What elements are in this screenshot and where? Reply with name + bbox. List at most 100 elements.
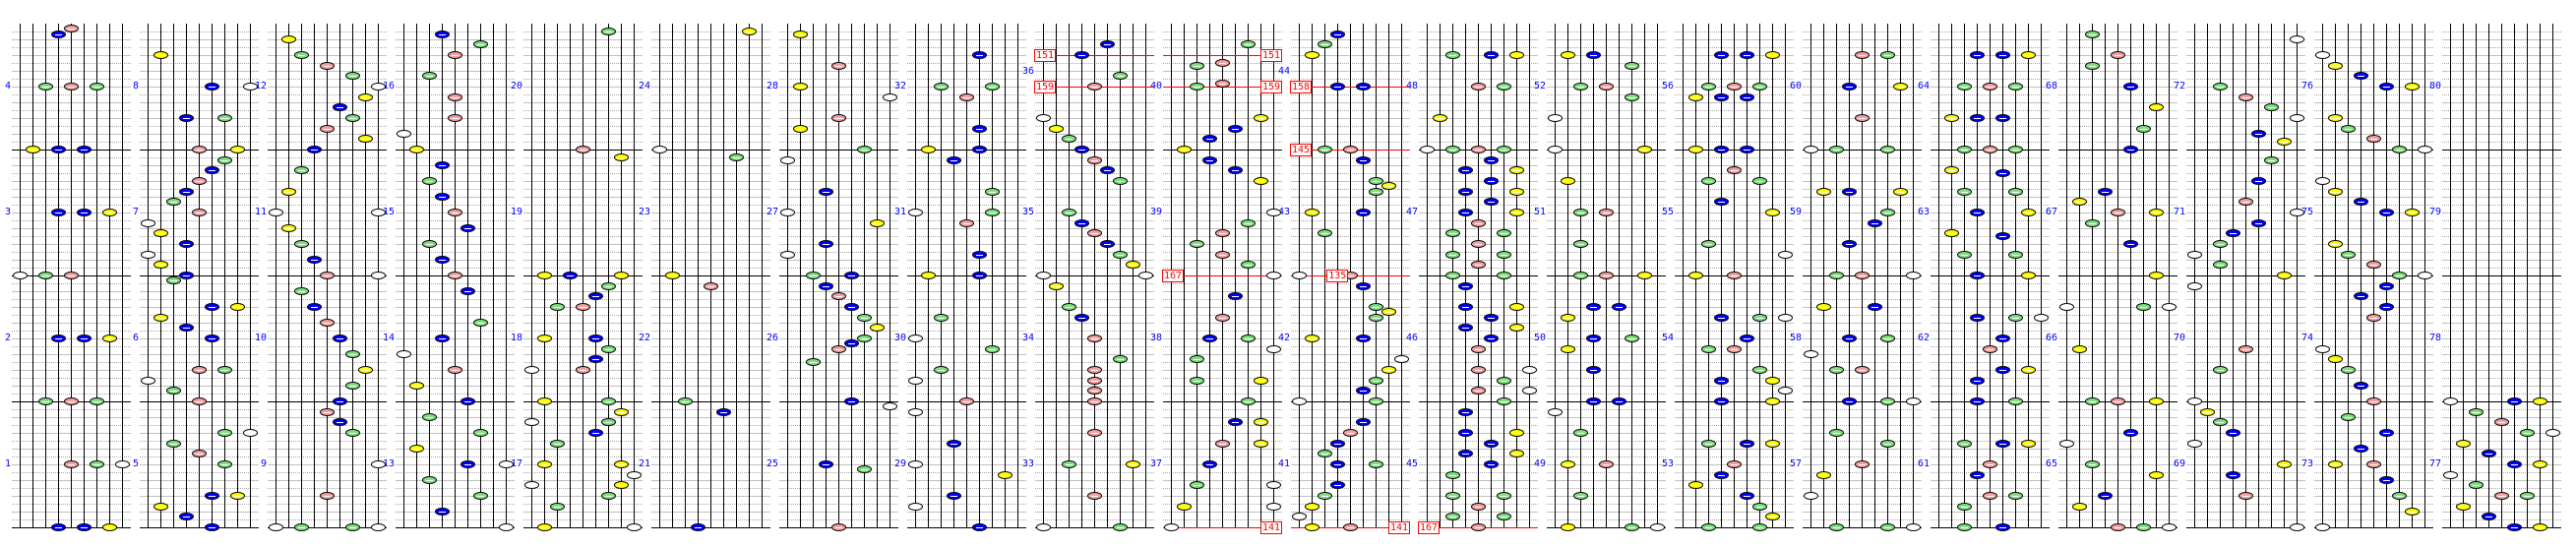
lane-line [1874,24,1875,527]
note-lane-9 [370,209,386,216]
note-lane-7 [1879,439,1895,448]
note-lane-1 [1163,523,1179,531]
lane-line [212,24,213,527]
measure-number: 25 [766,458,778,469]
note-lane-4 [178,272,194,279]
note-lane-1 [1035,272,1051,279]
note-lane-5 [958,218,974,227]
note-lane-2 [280,224,296,232]
measure-column [1547,24,1666,531]
note-lane-7 [1879,209,1895,216]
note-lane-9 [1265,481,1281,490]
note-lane-5 [1470,366,1486,374]
note-lane-7 [2391,272,2407,279]
measure-number: 4 [4,81,11,91]
measure-number: 66 [2045,333,2057,343]
note-lane-2 [153,51,168,59]
note-lane-1 [1803,350,1818,358]
measure-number: 19 [510,207,522,217]
measure-number: 39 [1149,207,1162,217]
note-lane-2 [2455,502,2471,511]
note-lane-3 [1572,83,1588,91]
note-lane-6 [971,124,987,133]
note-lane-7 [600,281,616,290]
note-lane-8 [357,135,373,144]
measure-number: 46 [1405,333,1418,343]
note-lane-9 [2289,209,2304,216]
note-lane-7 [2263,155,2279,164]
note-lane-3 [1061,303,1076,311]
note-lane-2 [920,146,936,153]
note-lane-6 [1355,281,1371,290]
note-lane-7 [1879,334,1895,342]
note-lane-6 [843,397,859,405]
lane-line [2194,24,2195,527]
note-lane-5 [830,344,846,353]
note-lane-5 [1982,146,1997,153]
note-lane-6 [332,397,347,405]
note-lane-8 [2276,138,2292,146]
note-lane-7 [600,397,616,405]
note-lane-6 [2250,218,2266,227]
note-lane-7 [1751,366,1767,374]
note-lane-4 [1969,51,1985,59]
measure-number: 69 [2173,458,2185,469]
note-lane-7 [1879,397,1895,405]
lane-line [199,24,200,527]
measure-number: 18 [510,333,522,343]
note-lane-7 [2135,303,2151,311]
note-lane-3 [293,240,309,248]
measure-column: 141 167 159 151 [1162,24,1282,534]
note-lane-2 [1560,344,1575,353]
note-lane-4 [1073,51,1089,59]
note-lane-4 [1073,313,1089,322]
note-lane-8 [2276,272,2292,279]
note-lane-6 [1867,303,1882,311]
note-lane-7 [1368,376,1383,385]
note-lane-2 [2327,355,2343,364]
lane-line [1619,24,1620,527]
note-lane-1 [523,418,539,427]
note-lane-7 [2007,83,2023,91]
note-lane-7 [1240,261,1256,270]
note-lane-1 [907,376,923,385]
lane-line [557,24,558,527]
note-lane-4 [306,303,322,311]
note-lane-6 [1227,292,1243,301]
measure-column [1931,24,2050,531]
note-lane-4 [306,146,322,153]
measure-number: 57 [1789,458,1802,469]
note-lane-5 [575,146,590,153]
note-lane-4 [2353,292,2368,301]
measure-number: 53 [1661,458,1674,469]
note-lane-5 [2110,209,2125,216]
note-lane-2 [1815,187,1831,196]
note-lane-5 [958,92,974,101]
measure-number: 65 [2045,458,2057,469]
note-lane-6 [332,334,347,342]
note-lane-3 [1828,146,1844,153]
note-lane-7 [2391,146,2407,153]
note-lane-5 [319,61,335,70]
note-lane-4 [1969,313,1985,322]
measure-line [907,527,1026,528]
note-lane-9 [2417,272,2432,279]
note-lane-1 [651,146,667,153]
note-lane-8 [1125,261,1140,270]
note-lane-8 [1764,51,1780,59]
lane-line [826,24,827,527]
note-lane-7 [984,187,1000,196]
note-lane-6 [1227,124,1243,133]
note-lane-3 [2340,366,2356,374]
lane-line [723,24,724,527]
note-lane-4 [1713,470,1729,479]
note-lane-7 [1112,177,1128,185]
note-lane-7 [344,429,360,437]
note-lane-4 [562,272,578,279]
note-lane-5 [319,272,335,279]
note-lane-9 [1521,387,1537,395]
note-lane-4 [178,114,194,122]
measure-number: 17 [510,458,522,469]
note-lane-8 [101,523,117,531]
lane-line [1823,24,1824,527]
